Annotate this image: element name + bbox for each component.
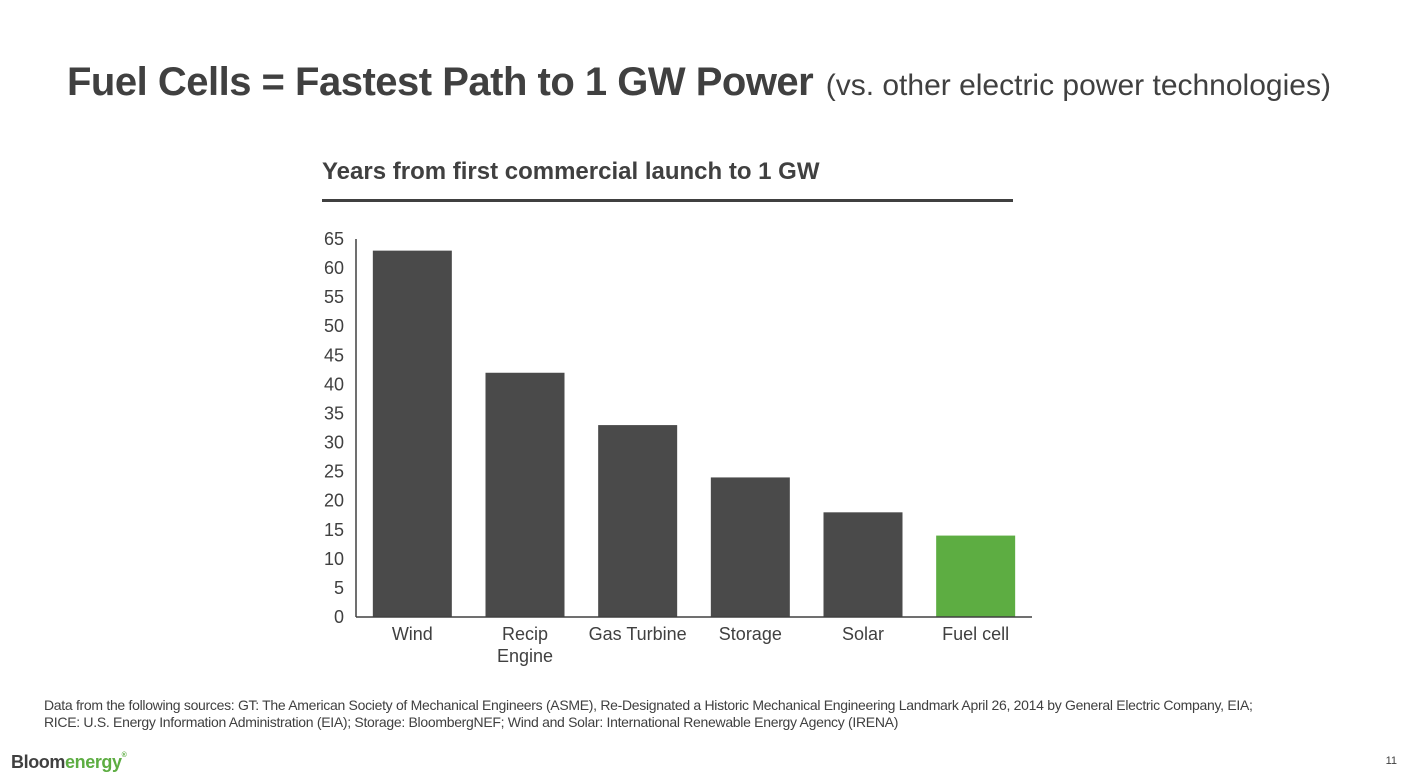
slide-title: Fuel Cells = Fastest Path to 1 GW Power … — [67, 60, 1331, 105]
y-tick-label: 45 — [324, 345, 344, 365]
y-tick-label: 0 — [334, 607, 344, 627]
bar — [823, 512, 903, 617]
y-tick-label: 55 — [324, 287, 344, 307]
logo-registered-mark: ® — [121, 752, 127, 759]
page-number: 11 — [1385, 755, 1397, 767]
y-tick-label: 40 — [324, 374, 344, 394]
slide-title-subtitle: (vs. other electric power technologies) — [825, 69, 1331, 102]
y-tick-label: 5 — [334, 578, 344, 598]
chart-title: Years from first commercial launch to 1 … — [322, 158, 820, 185]
x-category-label: Gas Turbine — [589, 624, 687, 644]
logo-text-energy: energy — [65, 752, 122, 772]
y-tick-label: 50 — [324, 316, 344, 336]
y-tick-label: 35 — [324, 403, 344, 423]
y-tick-label: 25 — [324, 462, 344, 482]
y-tick-label: 30 — [324, 433, 344, 453]
x-category-label: Engine — [497, 646, 553, 666]
y-tick-label: 20 — [324, 491, 344, 511]
x-category-label: Storage — [719, 624, 782, 644]
bar — [485, 372, 565, 617]
bar — [598, 425, 678, 617]
bar — [372, 250, 452, 617]
x-category-label: Recip — [502, 624, 548, 644]
x-category-label: Fuel cell — [942, 624, 1009, 644]
bar — [936, 535, 1016, 617]
logo-text-bloom: Bloom — [11, 752, 65, 772]
bloom-energy-logo: Bloomenergy® — [11, 752, 127, 773]
bar — [710, 477, 790, 617]
x-category-label: Wind — [392, 624, 433, 644]
slide-title-main: Fuel Cells = Fastest Path to 1 GW Power — [67, 60, 814, 104]
chart-title-rule — [322, 199, 1013, 202]
footnote-line-2: RICE: U.S. Energy Information Administra… — [44, 714, 899, 730]
y-tick-label: 10 — [324, 549, 344, 569]
x-category-label: Solar — [842, 624, 884, 644]
footnote-line-1: Data from the following sources: GT: The… — [44, 697, 1253, 713]
y-tick-label: 15 — [324, 520, 344, 540]
source-footnote: Data from the following sources: GT: The… — [44, 697, 1253, 731]
y-tick-label: 60 — [324, 258, 344, 278]
y-tick-label: 65 — [324, 229, 344, 249]
